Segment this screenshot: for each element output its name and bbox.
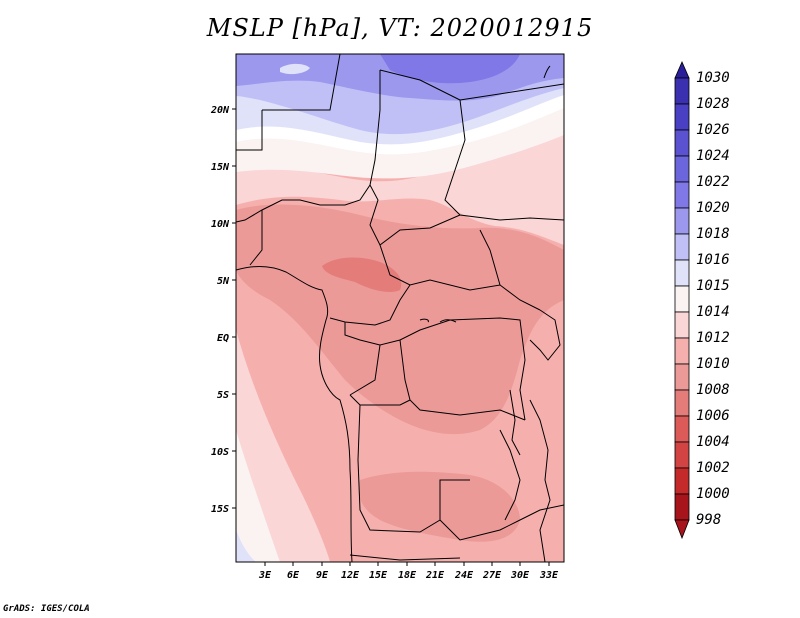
colorbar-segment xyxy=(674,311,690,339)
colorbar-label: 1024 xyxy=(696,148,730,164)
colorbar-top-triangle xyxy=(674,61,690,79)
colorbar-segment xyxy=(674,441,690,469)
lat-label: 10N xyxy=(211,219,230,230)
colorbar-segment xyxy=(674,467,690,495)
lon-axis: 3E 6E 9E 12E 15E 18E 21E 24E 27E 30E 33E xyxy=(258,562,559,581)
colorbar-label: 1010 xyxy=(696,356,730,372)
lon-label: 24E xyxy=(454,570,474,581)
colorbar-label: 1015 xyxy=(696,278,730,294)
lat-label: 15N xyxy=(211,162,230,173)
colorbar-segment xyxy=(674,285,690,313)
colorbar-label: 1014 xyxy=(696,304,730,320)
lat-label: 5N xyxy=(217,276,230,287)
contour-1016-patch xyxy=(280,63,310,75)
colorbar-label: 1026 xyxy=(696,122,730,138)
lon-label: 12E xyxy=(341,570,360,581)
colorbar-segment xyxy=(674,77,690,105)
contour-1022 xyxy=(380,54,520,84)
pressure-field xyxy=(236,54,564,562)
lon-label: 27E xyxy=(482,570,502,581)
contour-1008-south xyxy=(358,471,520,542)
lon-label: 18E xyxy=(398,570,417,581)
colorbar-segment xyxy=(674,363,690,391)
colorbar-label: 1006 xyxy=(696,408,730,424)
colorbar-label: 1012 xyxy=(696,330,730,346)
country-borders xyxy=(236,54,564,562)
contour-1008-central xyxy=(236,204,564,435)
colorbar-label: 1008 xyxy=(696,382,730,398)
lon-label: 9E xyxy=(316,570,329,581)
lat-label: 10S xyxy=(211,447,229,458)
colorbar-segment xyxy=(674,207,690,235)
colorbar-label: 1018 xyxy=(696,226,730,242)
contour-1006-minimum xyxy=(322,257,402,293)
lat-label: 5S xyxy=(217,390,229,401)
colorbar-label: 1004 xyxy=(696,434,730,450)
colorbar-label: 1028 xyxy=(696,96,730,112)
colorbar-segment xyxy=(674,337,690,365)
colorbar-segment xyxy=(674,493,690,521)
colorbar-bottom-triangle xyxy=(674,519,690,540)
colorbar-label: 998 xyxy=(696,512,722,528)
lat-axis: 20N 15N 10N 5N EQ 5S 10S 15S xyxy=(210,105,236,515)
colorbar-segment xyxy=(674,155,690,183)
map-title: MSLP [hPa], VT: 2020012915 xyxy=(206,14,594,42)
contour-1016-southwest xyxy=(236,530,256,562)
colorbar-label: 1030 xyxy=(696,70,730,86)
lat-label: 20N xyxy=(210,105,230,116)
contour-1015 xyxy=(236,92,564,155)
colorbar-segment xyxy=(674,233,690,261)
lat-label: 15S xyxy=(211,504,229,515)
colorbar-segment xyxy=(674,389,690,417)
contour-1014 xyxy=(236,105,564,179)
lon-label: 30E xyxy=(510,570,530,581)
lon-label: 33E xyxy=(539,570,559,581)
footer-credit: GrADS: IGES/COLA xyxy=(3,604,90,614)
colorbar-label: 1002 xyxy=(696,460,730,476)
lon-label: 6E xyxy=(287,570,300,581)
colorbar-segment xyxy=(674,129,690,157)
plot-frame xyxy=(235,53,565,563)
contour-1014-southwest xyxy=(236,430,280,562)
lon-label: 3E xyxy=(258,570,272,581)
lon-label: 21E xyxy=(425,570,445,581)
lat-label: EQ xyxy=(217,333,229,344)
colorbar-label: 1016 xyxy=(696,252,730,268)
colorbar-segment xyxy=(674,415,690,443)
colorbar xyxy=(674,61,690,540)
colorbar-segment xyxy=(674,181,690,209)
colorbar-label: 1000 xyxy=(696,486,730,502)
lon-label: 15E xyxy=(369,570,388,581)
colorbar-segment xyxy=(674,259,690,287)
colorbar-label: 1020 xyxy=(696,200,730,216)
colorbar-segment xyxy=(674,103,690,131)
colorbar-label: 1022 xyxy=(696,174,730,190)
